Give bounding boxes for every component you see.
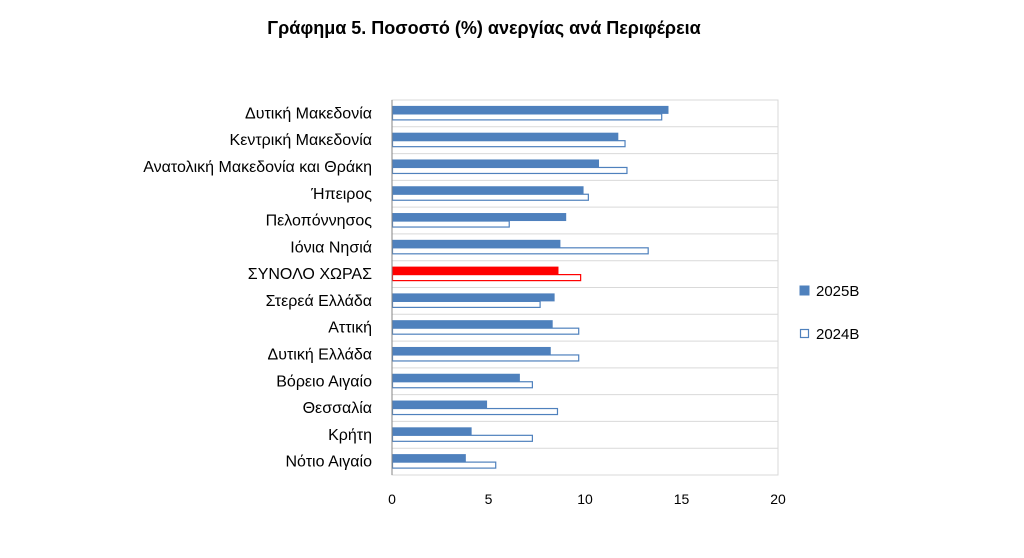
bar-2024Β <box>391 434 533 442</box>
bar-2024Β <box>391 247 649 255</box>
bar-2024Β <box>391 193 589 201</box>
bar-2025Β <box>391 132 619 141</box>
category-label: Δυτική Μακεδονία <box>245 105 372 122</box>
bar-2024Β <box>391 461 497 469</box>
category-labels: Δυτική Μακεδονία Κεντρική Μακεδονία Ανατολ… <box>143 105 372 470</box>
bar-2025Β <box>391 159 600 168</box>
bar-2024Β <box>391 300 541 308</box>
bar-2024Β <box>391 327 580 335</box>
legend-label: 2024Β <box>816 326 859 343</box>
x-tick-label: 10 <box>577 491 593 507</box>
bars <box>391 105 669 469</box>
bar-2025Β <box>391 293 555 302</box>
legend: 2025Β 2024Β <box>799 283 859 343</box>
bar-2024Β <box>391 381 533 389</box>
bar-2024Β <box>391 220 510 228</box>
bar-2024Β <box>391 140 626 148</box>
category-label: Κρήτη <box>328 427 372 444</box>
bar-2025Β <box>391 266 559 275</box>
bar-2024Β <box>391 407 559 416</box>
x-axis: 0 5 10 15 20 <box>388 100 786 507</box>
category-label: Στερεά Ελλάδα <box>266 293 372 310</box>
x-tick-label: 5 <box>485 491 493 507</box>
category-label: Δυτική Ελλάδα <box>268 346 373 363</box>
bar-2025Β <box>391 186 584 195</box>
bar-2025Β <box>391 427 472 436</box>
category-label: Ανατολική Μακεδονία και Θράκη <box>143 159 372 176</box>
category-label: Αττική <box>328 320 372 337</box>
legend-swatch-filled <box>799 285 810 296</box>
bar-2025Β <box>391 346 551 355</box>
category-label: Ήπειρος <box>310 186 372 203</box>
gridlines <box>391 99 779 476</box>
category-label: Θεσσαλία <box>303 400 372 417</box>
x-tick-label: 20 <box>770 491 786 507</box>
category-label: Νότιο Αιγαίο <box>286 454 373 471</box>
category-label: ΣΥΝΟΛΟ ΧΩΡΑΣ <box>248 266 372 283</box>
legend-label: 2025Β <box>816 283 859 300</box>
bar-2025Β <box>391 105 669 114</box>
bar-2024Β <box>391 354 580 362</box>
bar-2025Β <box>391 213 567 222</box>
bar-2024Β <box>391 166 628 175</box>
category-label: Βόρειο Αιγαίο <box>276 373 372 390</box>
category-label: Ιόνια Νησιά <box>290 239 372 256</box>
chart-title: Γράφημα 5. Ποσοστό (%) ανεργίας ανά Περι… <box>267 18 701 38</box>
bar-2025Β <box>391 454 466 463</box>
bar-2024Β <box>391 113 663 121</box>
x-tick-label: 0 <box>388 491 396 507</box>
bar-2025Β <box>391 373 520 382</box>
category-label: Κεντρική Μακεδονία <box>230 132 372 149</box>
bar-2025Β <box>391 400 488 409</box>
x-tick-label: 15 <box>674 491 690 507</box>
bar-2025Β <box>391 320 553 329</box>
legend-swatch-outline <box>799 328 810 339</box>
bar-2025Β <box>391 239 561 248</box>
bar-2024Β <box>391 274 582 282</box>
category-label: Πελοπόννησος <box>266 213 373 230</box>
